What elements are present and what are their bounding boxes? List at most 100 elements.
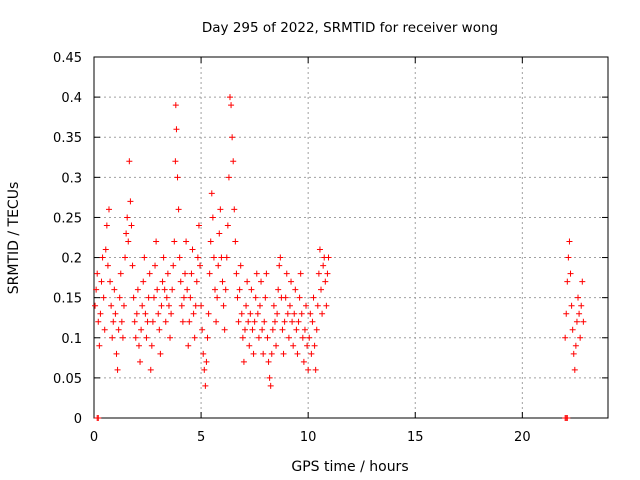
data-point <box>277 254 284 261</box>
data-point <box>165 302 172 309</box>
data-point <box>319 310 326 317</box>
y-tick-label: 0.2 <box>61 252 82 267</box>
data-point <box>170 262 177 269</box>
data-point <box>128 222 135 229</box>
data-point <box>178 302 185 309</box>
data-point <box>167 334 174 341</box>
data-point <box>113 350 120 357</box>
data-point <box>562 334 569 341</box>
data-point <box>102 246 109 253</box>
data-point <box>261 318 268 325</box>
data-points <box>92 94 587 421</box>
data-point <box>182 270 189 277</box>
data-point <box>198 302 205 309</box>
data-point <box>290 342 297 349</box>
data-point <box>185 342 192 349</box>
data-point <box>123 230 130 237</box>
data-point <box>155 310 162 317</box>
data-point <box>307 310 314 317</box>
data-point <box>322 278 329 285</box>
data-point <box>184 286 191 293</box>
data-point <box>265 358 272 365</box>
y-tick-label: 0.45 <box>53 51 82 66</box>
data-point <box>311 342 318 349</box>
data-point <box>159 278 166 285</box>
data-point <box>117 270 124 277</box>
data-point <box>115 326 122 333</box>
y-tick-label: 0.15 <box>53 292 82 307</box>
y-tick-label: 0.05 <box>53 372 82 387</box>
data-point <box>259 326 266 333</box>
data-point <box>200 350 207 357</box>
data-point <box>229 134 236 141</box>
y-tick-label: 0.3 <box>61 171 82 186</box>
data-point <box>97 310 104 317</box>
data-point <box>267 382 274 389</box>
data-point <box>207 238 214 245</box>
data-point <box>132 334 139 341</box>
data-point <box>253 270 260 277</box>
data-point <box>99 254 106 261</box>
data-point <box>214 294 221 301</box>
data-point <box>231 206 238 213</box>
data-point <box>237 262 244 269</box>
data-point <box>318 286 325 293</box>
x-axis-label: GPS time / hours <box>291 459 408 475</box>
data-point <box>206 270 213 277</box>
data-point <box>144 318 151 325</box>
data-point <box>566 238 573 245</box>
data-point <box>191 334 198 341</box>
data-point <box>572 342 579 349</box>
data-point <box>282 294 289 301</box>
data-point <box>157 350 164 357</box>
x-tick-label: 5 <box>197 430 205 445</box>
data-point <box>300 358 307 365</box>
data-point <box>233 270 240 277</box>
data-point <box>569 326 576 333</box>
data-point <box>296 294 303 301</box>
data-point <box>308 350 315 357</box>
data-point <box>292 286 299 293</box>
data-point <box>304 342 311 349</box>
data-point <box>162 318 169 325</box>
data-point <box>274 310 281 317</box>
data-point <box>127 198 134 205</box>
data-point <box>105 206 112 213</box>
data-point <box>168 310 175 317</box>
data-point <box>172 102 179 109</box>
data-point <box>147 366 154 373</box>
data-point <box>130 294 137 301</box>
data-point <box>314 302 321 309</box>
data-point <box>135 342 142 349</box>
data-point <box>275 286 282 293</box>
data-point <box>213 318 220 325</box>
y-tick-label: 0 <box>74 412 82 427</box>
data-point <box>138 326 145 333</box>
data-point <box>285 334 292 341</box>
data-point <box>266 374 273 381</box>
chart-title: Day 295 of 2022, SRMTID for receiver won… <box>202 20 498 36</box>
data-point <box>303 302 310 309</box>
data-point <box>563 310 570 317</box>
x-tick-label: 0 <box>90 430 98 445</box>
data-point <box>226 94 233 101</box>
data-point <box>124 214 131 221</box>
data-point <box>217 206 224 213</box>
data-point <box>225 174 232 181</box>
data-point <box>312 366 319 373</box>
data-point <box>247 310 254 317</box>
data-point <box>112 310 119 317</box>
data-point <box>163 294 170 301</box>
data-point <box>111 286 118 293</box>
data-point <box>219 278 226 285</box>
data-point <box>256 302 263 309</box>
data-point <box>96 342 103 349</box>
data-point <box>245 318 252 325</box>
data-point <box>141 254 148 261</box>
data-point <box>218 254 225 261</box>
data-point <box>232 238 239 245</box>
data-point <box>92 302 99 309</box>
data-point <box>264 334 271 341</box>
data-point <box>137 358 144 365</box>
data-point <box>313 326 320 333</box>
